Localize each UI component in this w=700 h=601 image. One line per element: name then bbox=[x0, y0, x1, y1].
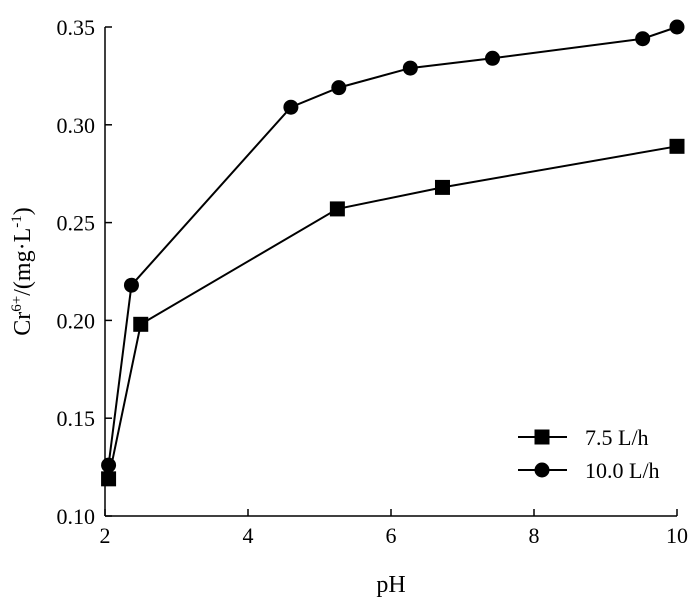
legend-marker bbox=[534, 462, 550, 478]
data-point bbox=[669, 138, 685, 154]
series-circles bbox=[101, 19, 685, 473]
legend-label: 10.0 L/h bbox=[585, 458, 660, 483]
data-point bbox=[402, 60, 418, 76]
data-point bbox=[331, 80, 347, 96]
y-title-unit: /(mg·L bbox=[10, 228, 36, 296]
y-tick-label: 0.10 bbox=[57, 504, 96, 529]
x-tick-label: 2 bbox=[100, 523, 111, 548]
series-line bbox=[107, 26, 678, 466]
ticks: 0.10 0.15 0.20 0.25 0.30 0.35 2 4 6 8 10 bbox=[57, 15, 689, 548]
data-point bbox=[329, 201, 345, 217]
y-tick-label: 0.15 bbox=[57, 406, 96, 431]
data-point bbox=[434, 179, 450, 195]
y-tick-label: 0.30 bbox=[57, 113, 96, 138]
data-point bbox=[101, 471, 117, 487]
legend-item: 7.5 L/h bbox=[518, 425, 649, 450]
y-title-unit-superscript: -1 bbox=[9, 215, 25, 228]
data-point bbox=[123, 277, 139, 293]
data-point bbox=[635, 31, 651, 47]
data-point bbox=[101, 457, 117, 473]
y-title-end: ) bbox=[10, 207, 36, 215]
y-tick-label: 0.20 bbox=[57, 308, 96, 333]
legend-marker bbox=[534, 429, 550, 445]
legend-item: 10.0 L/h bbox=[518, 458, 660, 483]
series-layer bbox=[101, 19, 685, 487]
y-title-superscript: 6+ bbox=[9, 296, 25, 312]
x-tick-label: 4 bbox=[243, 523, 254, 548]
legend-label: 7.5 L/h bbox=[585, 425, 649, 450]
y-tick-label: 0.35 bbox=[57, 15, 96, 40]
data-point bbox=[669, 19, 685, 35]
x-tick-label: 10 bbox=[666, 523, 688, 548]
x-tick-label: 6 bbox=[386, 523, 397, 548]
x-tick-label: 8 bbox=[529, 523, 540, 548]
data-point bbox=[283, 99, 299, 115]
legend: 7.5 L/h 10.0 L/h bbox=[518, 425, 660, 483]
data-point bbox=[133, 316, 149, 332]
y-tick-label: 0.25 bbox=[57, 211, 96, 236]
series-squares bbox=[101, 138, 685, 487]
x-axis-title: pH bbox=[376, 572, 405, 598]
data-point bbox=[485, 50, 501, 66]
y-axis-title: Cr6+/(mg·L-1) bbox=[9, 207, 36, 335]
y-title-base: Cr bbox=[10, 312, 36, 336]
